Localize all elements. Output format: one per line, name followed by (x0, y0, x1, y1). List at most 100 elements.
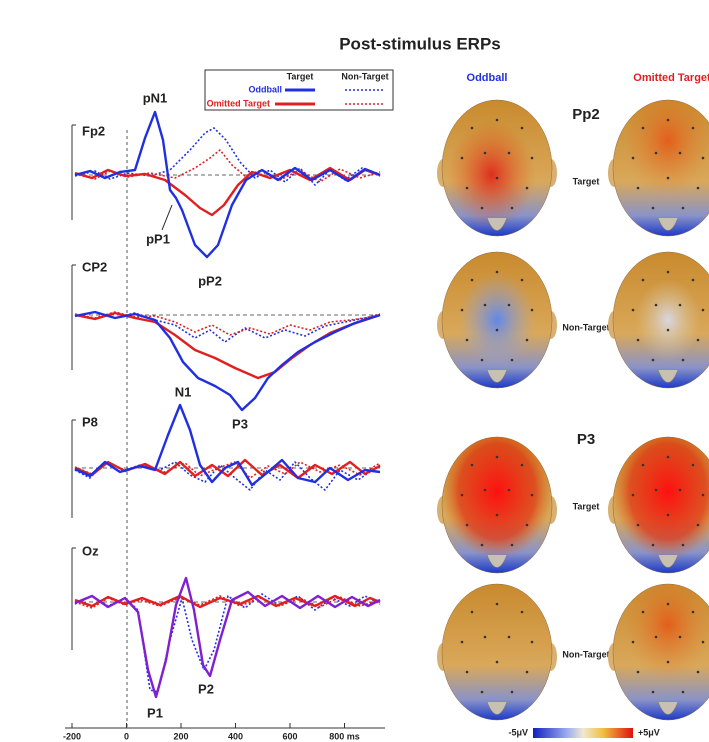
page: Post-stimulus ERPs Target Non-Target Odd… (0, 0, 709, 742)
electrode (521, 611, 524, 614)
electrode (531, 309, 534, 312)
electrode (702, 641, 705, 644)
electrode (508, 489, 511, 492)
x-tick-label: 400 (228, 731, 243, 741)
row-label: Target (573, 176, 600, 186)
electrode (481, 691, 484, 694)
x-tick-label: 200 (173, 731, 188, 741)
electrode (481, 207, 484, 210)
electrode (667, 271, 670, 274)
electrode (526, 524, 529, 527)
baselines (75, 175, 382, 602)
electrode (655, 489, 658, 492)
electrode (496, 177, 499, 180)
electrode (655, 636, 658, 639)
column-title: Oddball (467, 72, 508, 84)
electrode (682, 544, 685, 547)
head (437, 252, 557, 388)
x-tick-label: 800 ms (329, 731, 360, 741)
legend-non-target: Non-Target (341, 71, 388, 81)
row-label: Non-Target (562, 649, 609, 659)
electrode (667, 119, 670, 122)
electrode (702, 157, 705, 160)
component-label: Pp2 (572, 106, 600, 123)
legend-target: Target (287, 71, 314, 81)
electrode (652, 207, 655, 210)
electrode (642, 611, 645, 614)
waveform (75, 460, 380, 478)
electrode (682, 359, 685, 362)
electrode (697, 671, 700, 674)
electrode (508, 636, 511, 639)
electrode (526, 339, 529, 342)
legend-oddball: Oddball (249, 84, 283, 94)
channel-label: Fp2 (82, 123, 105, 138)
x-tick-label: -200 (63, 731, 81, 741)
head (608, 437, 709, 573)
peak-label: P3 (232, 416, 248, 431)
electrode (652, 359, 655, 362)
electrode (702, 309, 705, 312)
head (608, 252, 709, 388)
head (608, 584, 709, 720)
electrode (466, 524, 469, 527)
electrode (484, 152, 487, 155)
peak-label: N1 (175, 384, 192, 399)
electrode (461, 641, 464, 644)
electrode (637, 671, 640, 674)
head-activity (613, 100, 709, 236)
electrode (511, 544, 514, 547)
electrode (637, 187, 640, 190)
electrode (682, 691, 685, 694)
electrode (692, 279, 695, 282)
electrode (679, 636, 682, 639)
electrode (496, 514, 499, 517)
component-label: P3 (577, 431, 595, 448)
electrode (466, 187, 469, 190)
x-ticks: -2000200400600800 ms (63, 723, 360, 741)
electrode (466, 671, 469, 674)
electrode (655, 304, 658, 307)
channel-label: Oz (82, 543, 99, 558)
electrode (484, 636, 487, 639)
colorbar-min: -5μV (508, 727, 528, 737)
electrode (679, 304, 682, 307)
electrode (682, 207, 685, 210)
electrode (461, 309, 464, 312)
electrode (667, 177, 670, 180)
electrode (642, 464, 645, 467)
electrode (526, 187, 529, 190)
electrode (632, 641, 635, 644)
electrode (642, 279, 645, 282)
waveform (75, 313, 380, 378)
electrode (471, 464, 474, 467)
head (437, 584, 557, 720)
peak-label: pP2 (198, 273, 222, 288)
waveform (75, 594, 380, 692)
electrode (697, 524, 700, 527)
electrode (461, 494, 464, 497)
electrode (531, 641, 534, 644)
colorbar (533, 728, 633, 738)
electrode (692, 127, 695, 130)
electrode (679, 152, 682, 155)
legend-omitted-target: Omitted Target (207, 98, 270, 108)
topomaps (437, 100, 709, 720)
electrode (632, 157, 635, 160)
electrode (508, 152, 511, 155)
electrode (655, 152, 658, 155)
electrode (667, 329, 670, 332)
peak-label: P1 (147, 705, 163, 720)
electrode (508, 304, 511, 307)
electrode (471, 127, 474, 130)
figure: Post-stimulus ERPs Target Non-Target Odd… (0, 0, 709, 742)
x-tick-label: 600 (282, 731, 297, 741)
scale-bar (72, 265, 76, 370)
electrode (637, 524, 640, 527)
electrode (667, 661, 670, 664)
head-activity (613, 252, 709, 388)
peak-label: P2 (198, 681, 214, 696)
electrode (471, 611, 474, 614)
peak-arrow (162, 205, 172, 230)
waveform (75, 112, 380, 257)
